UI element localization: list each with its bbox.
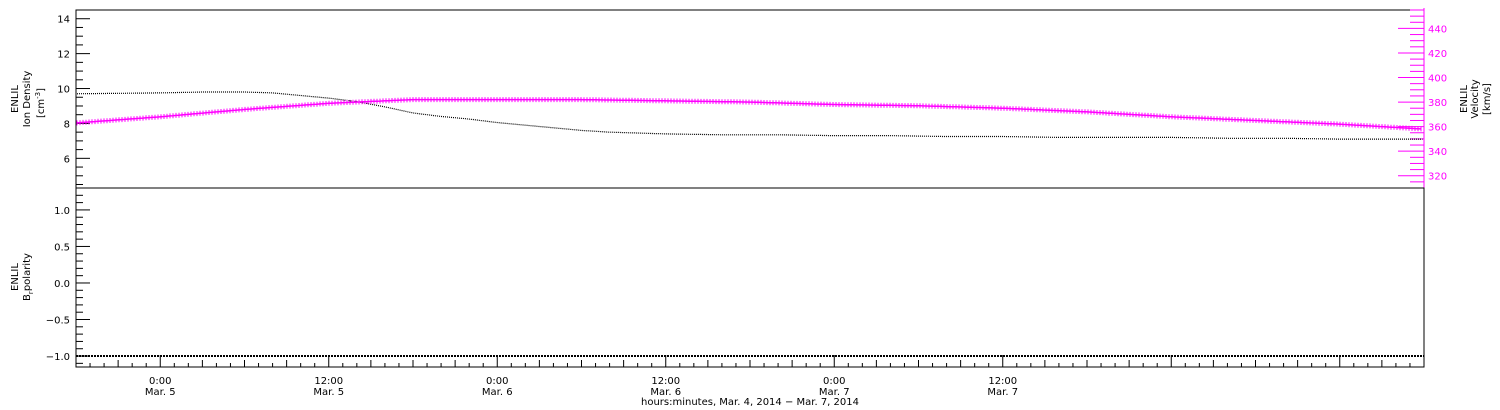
top-panel: 6 8 10 12 14 320 340 360 380 400 420 440 — [57, 8, 1447, 189]
br-subscript: r — [27, 291, 35, 294]
velocity-markers — [76, 97, 1422, 132]
br-symbol: B — [22, 294, 33, 301]
br-polarity: polarity — [22, 253, 33, 291]
density-unit-exponent: -3 — [34, 92, 42, 99]
top-panel-frame — [75, 9, 1425, 189]
left-tick-label: 12 — [57, 50, 70, 61]
bottom-ylabel-line2: Brpolarity — [22, 253, 35, 301]
right-tick-label: 420 — [1428, 49, 1447, 60]
bottom-tick-label: 0.0 — [54, 279, 70, 290]
top-right-ylabel-line2: Velocity — [1470, 79, 1481, 118]
bottom-ylabel-line1: ENLIL — [10, 263, 21, 291]
x-tick-date: Mar. 6 — [482, 387, 513, 398]
bottom-tick-label: 0.5 — [54, 242, 70, 253]
x-tick-date: Mar. 5 — [145, 387, 176, 398]
top-left-ylabel-line3: [cm-3] — [34, 88, 47, 118]
left-tick-label: 14 — [57, 15, 70, 26]
bottom-panel: 1.0 0.5 0.0 −0.5 −1.0 — [46, 187, 1425, 368]
bottom-tick-label: 1.0 — [54, 206, 70, 217]
x-tick-date: Mar. 6 — [650, 387, 681, 398]
x-tick-time: 0:00 — [486, 376, 508, 387]
x-tick-date: Mar. 5 — [313, 387, 344, 398]
left-tick-label: 10 — [57, 85, 70, 96]
ion-density-series — [76, 91, 1423, 140]
x-axis-title: hours:minutes, Mar. 4, 2014 − Mar. 7, 20… — [641, 397, 859, 408]
right-tick-label: 440 — [1428, 24, 1447, 35]
x-tick-time: 12:00 — [988, 376, 1017, 387]
top-left-ylabel-line2: Ion Density — [22, 71, 33, 128]
x-tick-time: 12:00 — [651, 376, 680, 387]
top-right-ylabel-line1: ENLIL — [1459, 85, 1470, 113]
bottom-panel-frame — [75, 187, 1425, 368]
x-tick-time: 0:00 — [823, 376, 845, 387]
right-tick-label: 360 — [1428, 123, 1447, 134]
x-tick-time: 0:00 — [149, 376, 171, 387]
x-tick-date: Mar. 7 — [819, 387, 850, 398]
density-unit: [cm — [36, 99, 47, 118]
bottom-tick-label: −0.5 — [46, 316, 70, 327]
top-left-ylabel-line1: ENLIL — [10, 85, 21, 113]
right-tick-label: 380 — [1428, 98, 1447, 109]
x-tick-time: 12:00 — [314, 376, 343, 387]
bottom-tick-label: −1.0 — [46, 352, 70, 363]
left-tick-label: 8 — [64, 119, 70, 130]
right-tick-label: 340 — [1428, 147, 1447, 158]
top-right-ylabel-line3: [km/s] — [1482, 83, 1493, 115]
x-tick-date: Mar. 7 — [987, 387, 1018, 398]
right-tick-label: 400 — [1428, 74, 1447, 85]
density-unit-close: ] — [36, 88, 47, 92]
right-tick-label: 320 — [1428, 172, 1447, 183]
left-tick-label: 6 — [64, 154, 70, 165]
